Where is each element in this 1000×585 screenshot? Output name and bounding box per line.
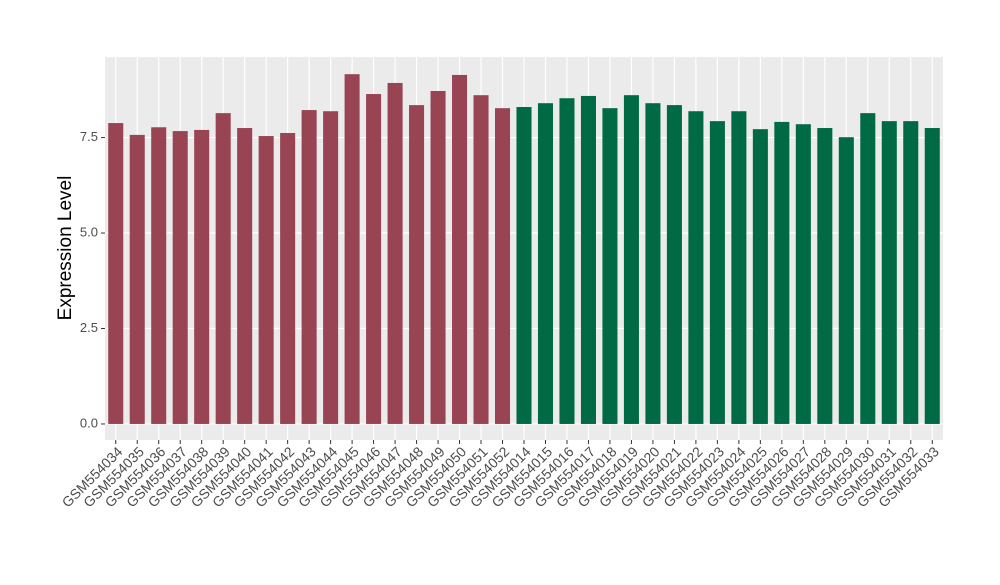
bar	[731, 111, 747, 424]
bar	[344, 74, 360, 424]
bar	[430, 90, 446, 424]
bar	[580, 95, 596, 424]
bar	[860, 113, 876, 424]
bar	[280, 132, 296, 424]
bar	[924, 128, 940, 424]
bar	[172, 131, 188, 424]
bar	[903, 121, 919, 424]
bar	[494, 108, 511, 424]
bar	[387, 82, 403, 424]
bar	[537, 103, 554, 424]
bar	[108, 123, 124, 424]
y-tick-label: 0.0	[80, 415, 98, 430]
bar	[237, 128, 253, 424]
bar	[301, 110, 317, 424]
bar	[516, 107, 532, 424]
bar	[473, 95, 489, 424]
bar	[559, 98, 575, 424]
bar	[602, 108, 618, 424]
bar	[215, 113, 231, 424]
bar	[709, 121, 725, 424]
bar	[666, 105, 682, 424]
bar	[688, 111, 704, 424]
bar	[323, 111, 339, 424]
bar	[752, 129, 768, 424]
y-tick-label: 5.0	[80, 224, 98, 239]
bar	[645, 103, 661, 424]
bar	[194, 129, 210, 424]
bar	[409, 105, 425, 424]
y-tick-label: 2.5	[80, 320, 98, 335]
bar	[623, 95, 639, 424]
bar	[151, 127, 167, 424]
bar	[838, 137, 854, 424]
y-axis-label: Expression Level	[55, 176, 76, 321]
bar	[881, 121, 897, 424]
bar	[795, 124, 811, 424]
bar	[817, 128, 833, 424]
bar	[774, 121, 790, 424]
y-tick-label: 7.5	[80, 129, 98, 144]
bar	[258, 136, 274, 424]
bar	[366, 94, 382, 424]
bar	[452, 74, 468, 424]
bar	[129, 134, 145, 424]
